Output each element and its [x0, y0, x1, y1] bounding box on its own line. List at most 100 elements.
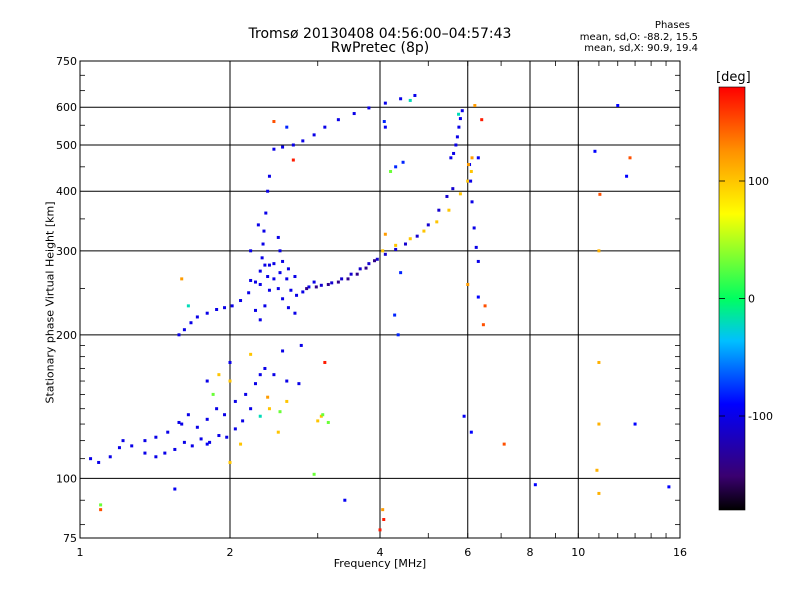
- data-point: [258, 318, 262, 322]
- data-point: [261, 242, 265, 246]
- data-point: [449, 156, 453, 160]
- data-point: [97, 460, 101, 464]
- data-point: [258, 269, 262, 273]
- data-point: [233, 427, 237, 431]
- data-point: [330, 281, 334, 285]
- colorbar-label: [deg]: [716, 70, 751, 85]
- data-point: [253, 382, 257, 386]
- data-point: [186, 304, 190, 308]
- data-point: [195, 425, 199, 429]
- data-point: [117, 446, 121, 450]
- data-point: [276, 430, 280, 434]
- data-point: [381, 249, 385, 253]
- data-point: [285, 277, 289, 281]
- x-tick-label: 4: [377, 546, 384, 559]
- data-point: [208, 440, 212, 444]
- phase-o-stats: mean, sd,O: -88.2, 15.5: [579, 32, 698, 43]
- data-point: [378, 528, 382, 532]
- data-point: [190, 444, 194, 448]
- data-point: [272, 277, 276, 281]
- data-point: [305, 287, 309, 291]
- data-point: [177, 420, 181, 424]
- data-point: [312, 472, 316, 476]
- data-point: [285, 399, 289, 403]
- colorbar-tick-label: -100: [748, 410, 773, 423]
- data-point: [597, 360, 601, 364]
- data-point: [437, 208, 441, 212]
- data-point: [249, 352, 253, 356]
- data-point: [408, 98, 412, 102]
- data-point: [481, 323, 485, 327]
- data-point: [323, 125, 327, 129]
- data-point: [195, 315, 199, 319]
- data-point: [457, 125, 461, 129]
- x-tick-label: 2: [227, 546, 234, 559]
- data-point: [99, 508, 103, 512]
- data-point: [205, 379, 209, 383]
- data-point: [399, 271, 403, 275]
- x-tick-label: 16: [673, 546, 687, 559]
- data-point: [263, 263, 267, 267]
- data-point: [462, 414, 466, 418]
- data-point: [297, 382, 301, 386]
- data-point: [278, 249, 282, 253]
- data-point: [355, 272, 359, 276]
- data-point: [393, 313, 397, 317]
- data-point: [143, 439, 147, 443]
- data-point: [258, 373, 262, 377]
- data-point: [413, 93, 417, 97]
- data-point: [373, 259, 377, 263]
- data-point: [595, 468, 599, 472]
- data-point: [228, 460, 232, 464]
- x-axis-label: Frequency [MHz]: [333, 557, 427, 570]
- data-point: [260, 256, 264, 260]
- data-point: [258, 414, 262, 418]
- data-point: [225, 435, 229, 439]
- data-point: [99, 503, 103, 507]
- data-point: [447, 208, 451, 212]
- data-point: [239, 299, 243, 303]
- data-point: [533, 483, 537, 487]
- data-point: [291, 143, 295, 147]
- y-axis-label: Stationary phase Virtual Height [km]: [43, 201, 57, 404]
- data-point: [108, 455, 112, 459]
- axis-ticks: 1 2 4 6 8 10 16 75 100 200 300 400 500 600 750: [56, 55, 687, 559]
- data-point: [625, 174, 629, 178]
- phase-x-stats: mean, sd,X: 90.9, 19.4: [584, 43, 698, 54]
- data-point: [233, 399, 237, 403]
- data-point: [403, 242, 407, 246]
- data-point: [383, 101, 387, 105]
- data-point: [189, 321, 193, 325]
- y-tick-label: 75: [63, 532, 77, 545]
- data-point: [452, 151, 456, 155]
- data-point: [476, 156, 480, 160]
- data-point: [278, 410, 282, 414]
- data-point: [426, 223, 430, 227]
- data-point: [307, 285, 311, 289]
- data-point: [598, 192, 602, 196]
- data-point: [597, 422, 601, 426]
- x-tick-label: 6: [464, 546, 471, 559]
- data-point: [285, 379, 289, 383]
- data-point: [502, 442, 506, 446]
- data-point: [382, 120, 386, 124]
- x-tick-label: 1: [77, 546, 84, 559]
- data-point: [177, 333, 181, 337]
- data-point: [293, 311, 297, 315]
- data-point: [217, 373, 221, 377]
- data-point: [383, 252, 387, 256]
- data-point: [435, 220, 439, 224]
- data-point: [286, 306, 290, 310]
- data-point: [633, 422, 637, 426]
- data-point: [182, 440, 186, 444]
- data-point: [326, 420, 330, 424]
- data-point: [336, 280, 340, 284]
- data-point: [262, 229, 266, 233]
- colorbar-ticks: 100 0 -100: [719, 175, 773, 423]
- data-point: [473, 104, 477, 108]
- data-point: [319, 414, 323, 418]
- data-point: [466, 163, 470, 167]
- data-point: [258, 282, 262, 286]
- chart-subtitle: RwPretec (8p): [330, 40, 430, 56]
- data-point: [399, 97, 403, 101]
